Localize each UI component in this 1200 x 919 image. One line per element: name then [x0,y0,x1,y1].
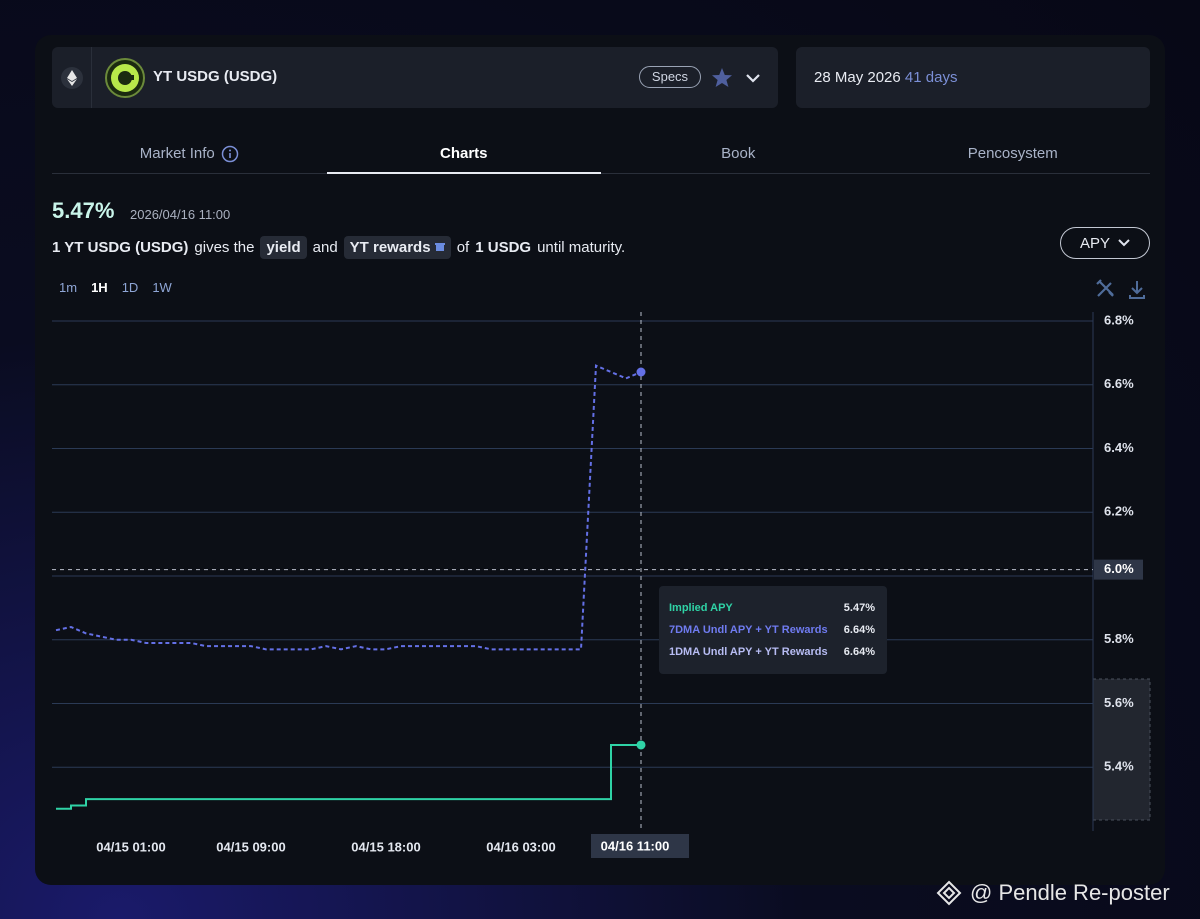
crosshair-y-box [1094,559,1143,580]
highlight-chip: YT rewards [343,236,451,259]
tab[interactable]: Pencosystem [876,135,1151,172]
timeframe-button[interactable]: 1H [91,280,108,295]
hover-point [636,367,646,377]
tooltip-row: 7DMA Undl APY + YT Rewards 6.64% [669,624,875,636]
maturity-box [796,47,1150,108]
y-tick-label: 5.8% [1104,631,1134,646]
reward-icon [434,243,445,251]
axis-highlight [1092,678,1151,821]
tooltip-value: 6.64% [843,624,875,636]
tab[interactable]: Market Info [52,135,327,172]
tooltip-value: 5.47% [843,602,875,614]
x-tick-label: 04/15 18:00 [351,839,420,854]
timestamp: 2026/04/16 11:00 [130,207,231,222]
chevron [1118,239,1130,247]
crosshair-x-box [591,834,689,858]
chart-tools[interactable] [1095,278,1150,300]
y-tick-label: 5.4% [1104,759,1134,774]
header-actions[interactable] [710,66,770,90]
tab-bar: Market Info Charts Book Pencosystem [52,135,1150,174]
tooltip-row: Implied APY 5.47% [669,602,875,614]
tab-label: Market Info [139,145,215,162]
days-left: 41 days [904,69,958,86]
apy-selector[interactable]: APY [1060,227,1150,259]
series-line [55,364,642,651]
tooltip-row: 1DMA Undl APY + YT Rewards 6.64% [669,646,875,658]
x-tick-label: 04/16 03:00 [486,839,555,854]
tab-label: Charts [439,145,488,162]
tab-label: Pencosystem [967,145,1058,162]
description: 1 YT USDG (USDG) gives the yield and YT rewa… [52,236,625,259]
highlight-chip: yield [260,236,307,259]
token-logo [105,58,145,98]
y-tick-label: 5.6% [1104,695,1134,710]
watermark: @ Pendle Re-poster [970,880,1170,905]
series-line [56,743,641,810]
tooltip: Implied APY 5.47% 7DMA Undl APY + YT Rewar… [659,586,887,674]
description-text: and [312,239,338,256]
hover-point [636,740,646,750]
description-text: until maturity. [537,239,626,256]
timeframe-button[interactable]: 1W [152,280,172,295]
crosshair-y-label: 6.0% [1104,561,1134,576]
chain-icon[interactable] [58,64,86,92]
tab[interactable]: Book [601,135,876,172]
tab[interactable]: Charts [326,135,601,174]
tooltip-name: Implied APY [669,602,733,614]
timeframes: 1m 1H 1D 1W [59,280,172,295]
y-tick-label: 6.4% [1104,440,1134,455]
maturity: 28 May 2026 41 days [814,69,957,86]
info-icon [221,145,239,162]
tooltip-name: 1DMA Undl APY + YT Rewards [669,646,828,658]
divider [91,47,92,108]
y-tick-label: 6.8% [1104,312,1134,327]
market-name: YT USDG (USDG) [153,68,278,85]
tooltip-value: 6.64% [843,646,875,658]
watermark-icon [936,880,962,906]
crosshair-x-label: 04/16 11:00 [601,838,670,853]
y-tick-label: 6.6% [1104,376,1134,391]
tooltip-name: 7DMA Undl APY + YT Rewards [669,624,828,636]
description-text: of [456,239,470,256]
maturity-date: 28 May 2026 [814,69,901,86]
description-text: gives the [194,239,255,256]
specs-button[interactable]: Specs [639,66,701,88]
x-tick-label: 04/15 01:00 [96,839,165,854]
market-header [52,47,778,108]
y-tick-label: 6.2% [1104,504,1134,519]
timeframe-button[interactable]: 1m [59,280,78,295]
x-tick-label: 04/15 09:00 [216,839,285,854]
timeframe-button[interactable]: 1D [121,280,139,295]
market-card [35,35,1165,885]
description-text: 1 YT USDG (USDG) [52,239,189,256]
apy-label: APY [1079,234,1110,252]
tab-label: Book [721,145,756,162]
description-text: 1 USDG [475,239,532,256]
implied-apy: 5.47% [52,198,115,223]
